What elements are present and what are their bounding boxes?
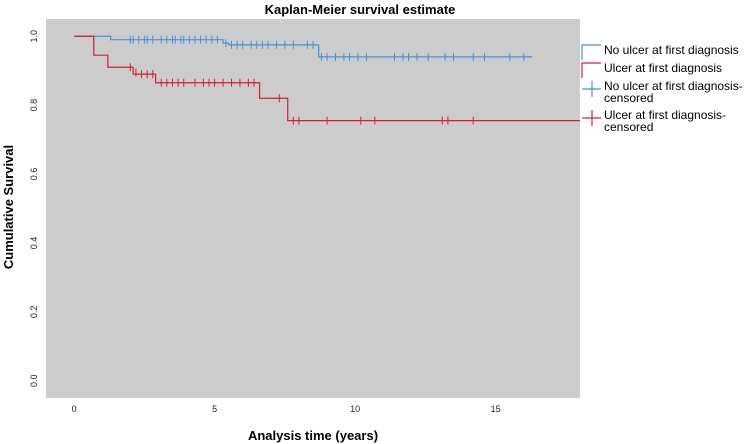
x-tick-label: 0 xyxy=(72,404,77,414)
legend-item-4: Ulcer at first diagnosis-censored xyxy=(582,108,726,134)
y-tick-label: 1.0 xyxy=(29,30,39,43)
legend-item-2: Ulcer at first diagnosis xyxy=(581,61,722,78)
legend-item-3: No ulcer at first diagnosis-censored xyxy=(582,79,743,105)
legend-label: Ulcer at first diagnosis- xyxy=(604,108,726,122)
x-axis-label: Analysis time (years) xyxy=(248,428,378,443)
y-tick-label: 0.2 xyxy=(29,306,39,319)
legend-label: censored xyxy=(604,91,653,105)
y-axis-ticks: 0.0 0.2 0.4 0.6 0.8 1.0 xyxy=(29,30,39,387)
x-tick-label: 5 xyxy=(212,404,217,414)
survival-curve-2 xyxy=(74,35,580,122)
legend: No ulcer at first diagnosis Ulcer at firs… xyxy=(581,43,743,134)
legend-swatch xyxy=(581,44,601,60)
legend-label: censored xyxy=(604,120,653,134)
y-tick-label: 0.4 xyxy=(29,237,39,250)
y-tick-label: 0.0 xyxy=(29,375,39,388)
y-axis-label: Cumulative Survival xyxy=(1,145,16,269)
legend-label: No ulcer at first diagnosis- xyxy=(604,79,743,93)
legend-item-1: No ulcer at first diagnosis xyxy=(581,43,739,60)
legend-label: Ulcer at first diagnosis xyxy=(604,61,722,75)
legend-label: No ulcer at first diagnosis xyxy=(604,43,739,57)
censor-marks xyxy=(129,35,525,125)
legend-swatch xyxy=(581,62,601,78)
y-tick-label: 0.6 xyxy=(29,168,39,181)
y-tick-label: 0.8 xyxy=(29,99,39,112)
x-axis-ticks: 0 5 10 15 xyxy=(72,404,501,414)
plot-area xyxy=(46,19,580,398)
x-tick-label: 15 xyxy=(491,404,501,414)
chart-title: Kaplan-Meier survival estimate xyxy=(265,2,456,17)
x-tick-label: 10 xyxy=(350,404,360,414)
